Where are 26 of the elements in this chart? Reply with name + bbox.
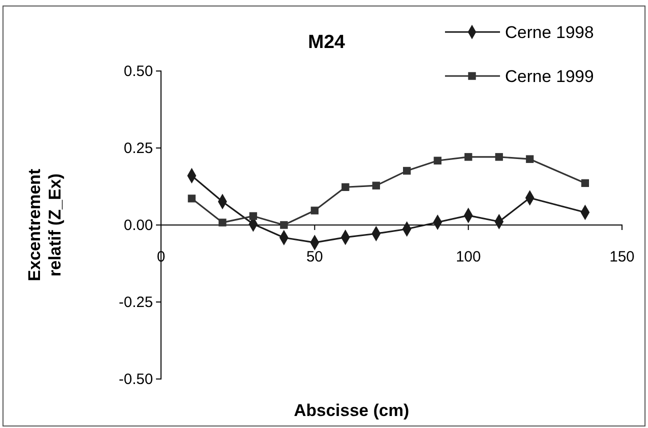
- y-tick-label: 0.25: [124, 140, 153, 157]
- x-tick-label: 100: [456, 248, 481, 266]
- legend-label: Cerne 1998: [505, 23, 594, 42]
- y-axis-title: Excentrement relatif (Z_Ex): [25, 168, 64, 282]
- y-tick-label: -0.25: [118, 294, 153, 311]
- chart-title: M24: [308, 32, 346, 53]
- x-tick-label: 50: [306, 248, 324, 266]
- point: [218, 218, 226, 226]
- point: [310, 206, 319, 214]
- y-tick-label: 0.00: [124, 216, 153, 234]
- point: [581, 179, 589, 187]
- point: [402, 166, 411, 175]
- point: [495, 153, 503, 161]
- point: [526, 155, 534, 163]
- x-axis-title: Abscisse (cm): [294, 401, 410, 420]
- y-tick-label: 0.50: [124, 62, 153, 80]
- point: [188, 194, 196, 202]
- point: [342, 183, 350, 191]
- point: [249, 212, 258, 220]
- x-tick-label: 150: [609, 248, 635, 266]
- point: [372, 182, 380, 190]
- legend-label: Cerne 1999: [505, 67, 594, 86]
- point: [280, 221, 288, 229]
- y-tick-label: -0.50: [118, 370, 153, 388]
- point: [464, 153, 472, 161]
- point: [434, 156, 442, 164]
